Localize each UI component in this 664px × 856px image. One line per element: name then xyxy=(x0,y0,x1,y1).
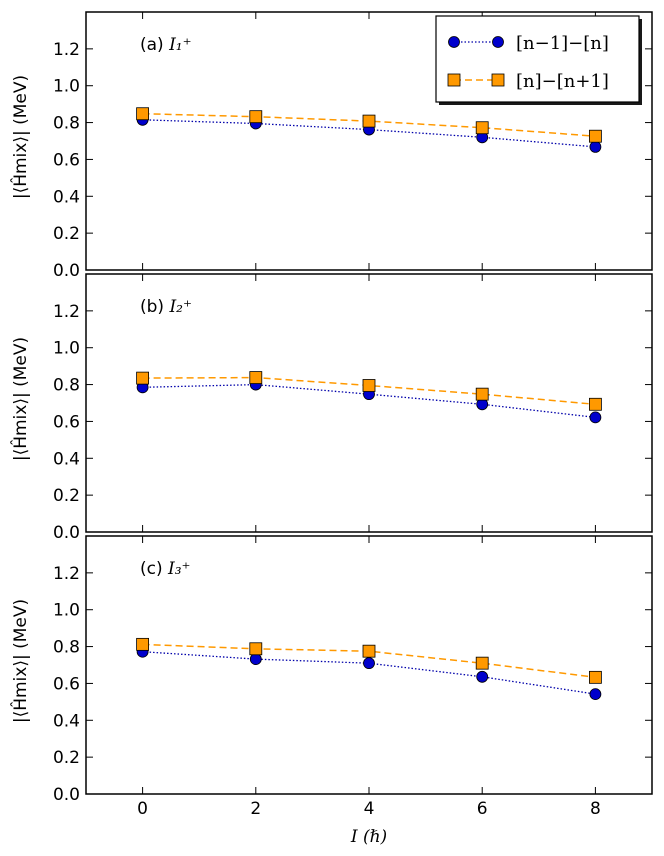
y-tick-label: 0.0 xyxy=(53,261,80,281)
y-tick-label: 0.2 xyxy=(53,224,80,244)
data-point xyxy=(475,387,489,401)
data-point xyxy=(589,670,602,684)
y-tick-label: 0.6 xyxy=(53,150,80,170)
panel-1: 0.0 0.2 0.4 0.6 0.8 1.0 1.2 |⟨Ĥmix⟩| (MeV) (a) I… xyxy=(9,11,653,281)
data-point xyxy=(249,642,263,656)
data-point xyxy=(136,371,150,385)
data-point xyxy=(362,644,376,658)
y-tick-label: 1.0 xyxy=(53,339,80,359)
series-2 xyxy=(136,637,602,684)
legend-box xyxy=(435,15,640,103)
y-tick-label: 0.4 xyxy=(53,449,80,469)
panel-label-state: I₃⁺ xyxy=(167,559,191,579)
legend-marker xyxy=(447,73,461,87)
y-tick-label: 0.2 xyxy=(53,748,80,768)
y-tick-label: 0.6 xyxy=(53,412,80,432)
series-2 xyxy=(136,107,602,143)
legend-marker xyxy=(492,36,504,48)
series-1 xyxy=(136,378,602,424)
data-point xyxy=(249,110,263,124)
y-tick-label: 1.2 xyxy=(53,40,80,60)
panel-label-letter: (c) xyxy=(140,559,168,579)
data-point xyxy=(249,371,263,384)
y-tick-label: 0.8 xyxy=(53,114,80,134)
x-tick-label: 0 xyxy=(137,799,148,819)
panel-2: 0.0 0.2 0.4 0.6 0.8 1.0 1.2 |⟨Ĥmix⟩| (MeV) (b) I… xyxy=(9,273,653,543)
data-point xyxy=(475,656,489,670)
panel-label-letter: (a) xyxy=(140,35,169,55)
data-point xyxy=(475,121,489,135)
legend-marker xyxy=(448,36,460,48)
data-point xyxy=(476,670,489,683)
panel-label: (c) I₃⁺ xyxy=(140,559,191,579)
data-point xyxy=(589,397,602,411)
y-tick-label: 0.8 xyxy=(53,376,80,396)
panel-label: (a) I₁⁺ xyxy=(140,35,192,55)
y-tick-label: 0.2 xyxy=(53,486,80,506)
x-axis-label: I (ℏ) xyxy=(350,827,387,847)
panel-3: 0.0 0.2 0.4 0.6 0.8 1.0 1.2 0 2 4 6 8 |⟨Ĥmix⟩| (MeV)… xyxy=(9,535,653,819)
legend-label: [n−1]−[n] xyxy=(516,33,609,54)
data-point xyxy=(136,637,150,651)
data-point xyxy=(363,657,375,670)
series-line xyxy=(142,383,596,419)
panels: 0.0 0.2 0.4 0.6 0.8 1.0 1.2 |⟨Ĥmix⟩| (MeV) (a) I… xyxy=(9,11,653,819)
y-axis-label: |⟨Ĥmix⟩| (MeV) xyxy=(9,599,31,723)
y-tick-label: 0.0 xyxy=(53,523,80,543)
data-point xyxy=(362,379,376,392)
series-2 xyxy=(136,371,602,411)
data-point xyxy=(362,114,376,128)
y-tick-label: 1.2 xyxy=(53,302,80,322)
series-line xyxy=(142,651,596,695)
data-point xyxy=(589,688,602,701)
y-tick-label: 0.4 xyxy=(53,711,80,731)
data-point xyxy=(589,129,602,143)
data-point xyxy=(589,140,602,153)
x-tick-label: 6 xyxy=(477,799,488,819)
y-axis-label: |⟨Ĥmix⟩| (MeV) xyxy=(9,337,31,461)
data-point xyxy=(589,411,602,424)
legend-label: [n]−[n+1] xyxy=(516,71,609,92)
y-axis-label: |⟨Ĥmix⟩| (MeV) xyxy=(9,75,31,199)
y-tick-label: 0.6 xyxy=(53,674,80,694)
panel-label-state: I₁⁺ xyxy=(168,35,192,55)
data-point xyxy=(249,653,262,666)
y-tick-label: 1.2 xyxy=(53,564,80,584)
legend: [n−1]−[n] [n]−[n+1] xyxy=(435,15,642,105)
x-axis-label-group: I (ℏ) xyxy=(350,827,387,847)
x-tick-label: 2 xyxy=(250,799,261,819)
panel-label-state: I₂⁺ xyxy=(168,297,192,317)
y-tick-label: 0.4 xyxy=(53,187,80,207)
y-tick-label: 1.0 xyxy=(53,77,80,97)
legend-marker xyxy=(491,73,505,87)
x-tick-label: 8 xyxy=(590,799,601,819)
y-tick-label: 0.8 xyxy=(53,638,80,658)
x-tick-label: 4 xyxy=(364,799,375,819)
y-tick-label: 0.0 xyxy=(53,785,80,805)
y-tick-label: 1.0 xyxy=(53,601,80,621)
panel-label: (b) I₂⁺ xyxy=(140,297,192,317)
panel-label-letter: (b) xyxy=(140,297,169,317)
data-point xyxy=(136,107,150,121)
